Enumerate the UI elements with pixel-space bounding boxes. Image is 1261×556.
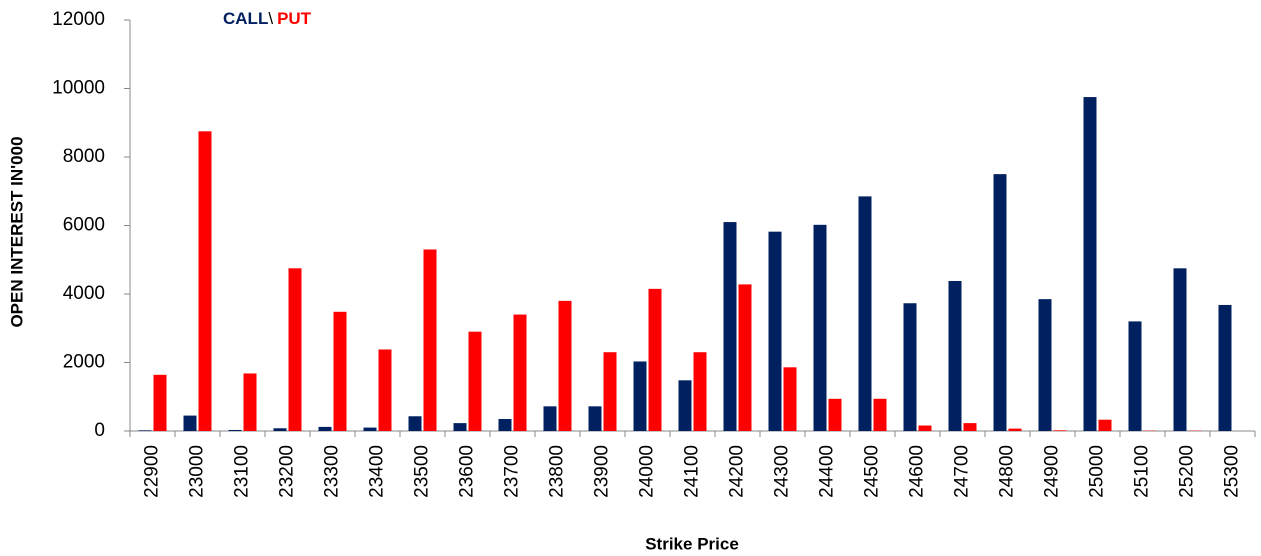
bar bbox=[138, 430, 152, 431]
y-tick-label: 10000 bbox=[52, 78, 105, 99]
x-tick-label: 24300 bbox=[772, 445, 793, 498]
bar bbox=[588, 406, 602, 431]
bar bbox=[558, 300, 572, 431]
bar bbox=[288, 268, 302, 431]
bar bbox=[363, 427, 377, 431]
bar bbox=[183, 415, 197, 431]
bar bbox=[153, 374, 167, 431]
x-tick-label: 24700 bbox=[952, 445, 973, 498]
bar bbox=[318, 426, 332, 431]
y-tick-label: 0 bbox=[94, 420, 105, 441]
legend-separator: \ bbox=[268, 9, 273, 28]
x-tick-label: 23200 bbox=[277, 445, 298, 498]
y-axis-label: OPEN INTEREST IN'000 bbox=[7, 136, 26, 327]
bar bbox=[633, 361, 647, 431]
x-tick-label: 25200 bbox=[1177, 445, 1198, 498]
bar bbox=[1218, 304, 1232, 431]
bar bbox=[378, 349, 392, 431]
bar bbox=[828, 398, 842, 431]
bar bbox=[1038, 299, 1052, 431]
x-tick-label: 25100 bbox=[1132, 445, 1153, 498]
bar bbox=[453, 423, 467, 431]
bar bbox=[423, 249, 437, 431]
x-tick-label: 23000 bbox=[187, 445, 208, 498]
y-tick-label: 8000 bbox=[63, 146, 105, 167]
bar bbox=[408, 416, 422, 431]
x-tick-label: 24900 bbox=[1042, 445, 1063, 498]
bar bbox=[513, 314, 527, 431]
bar bbox=[678, 380, 692, 431]
bar bbox=[768, 231, 782, 431]
bar bbox=[228, 429, 242, 431]
legend-call: CALL bbox=[223, 9, 268, 28]
bar bbox=[723, 222, 737, 431]
y-tick-label: 12000 bbox=[52, 9, 105, 30]
x-tick-label: 25300 bbox=[1222, 445, 1243, 498]
x-tick-label: 24200 bbox=[727, 445, 748, 498]
bar bbox=[783, 367, 797, 431]
x-tick-label: 24800 bbox=[997, 445, 1018, 498]
bar bbox=[1173, 268, 1187, 431]
bar bbox=[948, 280, 962, 431]
bar bbox=[243, 373, 257, 431]
x-tick-label: 23600 bbox=[457, 445, 478, 498]
bar bbox=[198, 131, 212, 431]
bar bbox=[1128, 321, 1142, 431]
bar bbox=[1008, 428, 1022, 431]
x-axis-label: Strike Price bbox=[645, 534, 739, 553]
bar bbox=[1053, 430, 1067, 431]
bar bbox=[903, 303, 917, 431]
x-tick-label: 24400 bbox=[817, 445, 838, 498]
y-tick-label: 6000 bbox=[63, 215, 105, 236]
bar bbox=[333, 311, 347, 431]
bar bbox=[858, 196, 872, 431]
bar bbox=[738, 284, 752, 431]
bar bbox=[648, 288, 662, 431]
bar bbox=[918, 425, 932, 431]
y-tick-label: 4000 bbox=[63, 283, 105, 304]
bar bbox=[993, 174, 1007, 431]
x-tick-label: 23700 bbox=[502, 445, 523, 498]
bar bbox=[963, 423, 977, 431]
x-tick-label: 23900 bbox=[592, 445, 613, 498]
x-tick-label: 23100 bbox=[232, 445, 253, 498]
bar bbox=[693, 352, 707, 431]
bar bbox=[498, 419, 512, 431]
bar bbox=[1098, 419, 1112, 431]
x-tick-label: 24000 bbox=[637, 445, 658, 498]
x-tick-label: 24100 bbox=[682, 445, 703, 498]
x-tick-label: 23800 bbox=[547, 445, 568, 498]
bar bbox=[468, 331, 482, 431]
bar bbox=[603, 352, 617, 431]
x-tick-label: 23400 bbox=[367, 445, 388, 498]
y-tick-label: 2000 bbox=[63, 352, 105, 373]
x-tick-label: 23300 bbox=[322, 445, 343, 498]
x-tick-label: 23500 bbox=[412, 445, 433, 498]
x-tick-label: 22900 bbox=[142, 445, 163, 498]
legend-title: CALL\ PUT bbox=[223, 9, 312, 28]
bar bbox=[543, 406, 557, 431]
bar bbox=[873, 398, 887, 431]
x-tick-label: 24500 bbox=[862, 445, 883, 498]
x-tick-label: 25000 bbox=[1087, 445, 1108, 498]
legend-put: PUT bbox=[277, 9, 312, 28]
bar bbox=[1083, 97, 1097, 431]
bar bbox=[813, 224, 827, 431]
bar bbox=[273, 428, 287, 431]
x-tick-label: 24600 bbox=[907, 445, 928, 498]
